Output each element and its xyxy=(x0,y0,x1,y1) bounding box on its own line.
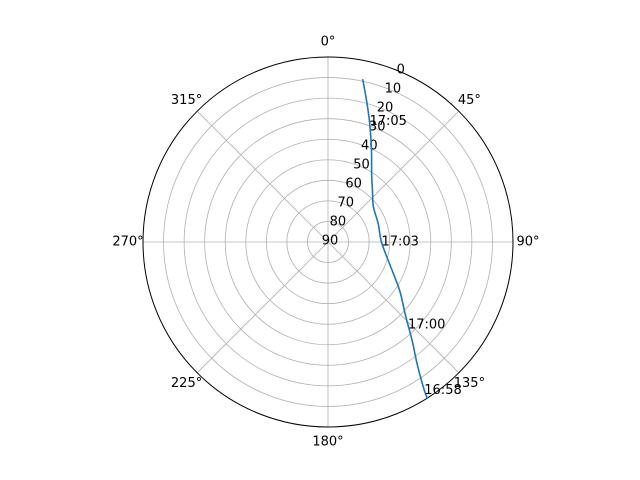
series-layer xyxy=(361,78,429,399)
time-annotation: 17:00 xyxy=(408,317,445,332)
time-annotation: 17:03 xyxy=(381,235,418,250)
angular-gridline xyxy=(196,110,329,243)
angular-gridline xyxy=(327,241,460,374)
radial-tick-label: 20 xyxy=(377,101,394,116)
radial-tick-label: 60 xyxy=(345,177,362,192)
polar-grid xyxy=(142,56,514,428)
theta-tick-label: 135° xyxy=(454,376,485,391)
radial-tick-label: 70 xyxy=(337,196,354,211)
theta-tick-label: 0° xyxy=(321,35,336,50)
angular-gridline xyxy=(327,110,460,243)
theta-tick-label: 315° xyxy=(171,93,202,108)
radial-tick-labels: 0 10 20 30 40 50 60 70 80 90 xyxy=(322,63,405,249)
polar-frame xyxy=(142,56,514,428)
theta-tick-label: 270° xyxy=(112,235,143,250)
radial-tick-label: 10 xyxy=(385,82,402,97)
theta-tick-labels: 0° 45° 90° 135° 180° 225° 270° 315° xyxy=(112,35,539,450)
radial-tick-label: 40 xyxy=(361,139,378,154)
theta-tick-label: 225° xyxy=(171,376,202,391)
time-annotations: 16:58 17:00 17:03 17:05 xyxy=(369,114,461,398)
radial-tick-label: 90 xyxy=(322,234,339,249)
theta-tick-label: 180° xyxy=(312,435,343,450)
radial-tick-label: 0 xyxy=(397,63,405,78)
time-annotation: 16:58 xyxy=(424,383,461,398)
theta-tick-label: 90° xyxy=(516,235,539,250)
series-line xyxy=(361,78,429,399)
time-annotation: 17:05 xyxy=(369,114,406,129)
angular-gridline xyxy=(196,241,329,374)
radial-tick-label: 30 xyxy=(369,120,386,135)
radial-tick-label: 50 xyxy=(353,158,370,173)
radial-tick-label: 80 xyxy=(330,215,347,230)
theta-tick-label: 45° xyxy=(458,93,481,108)
